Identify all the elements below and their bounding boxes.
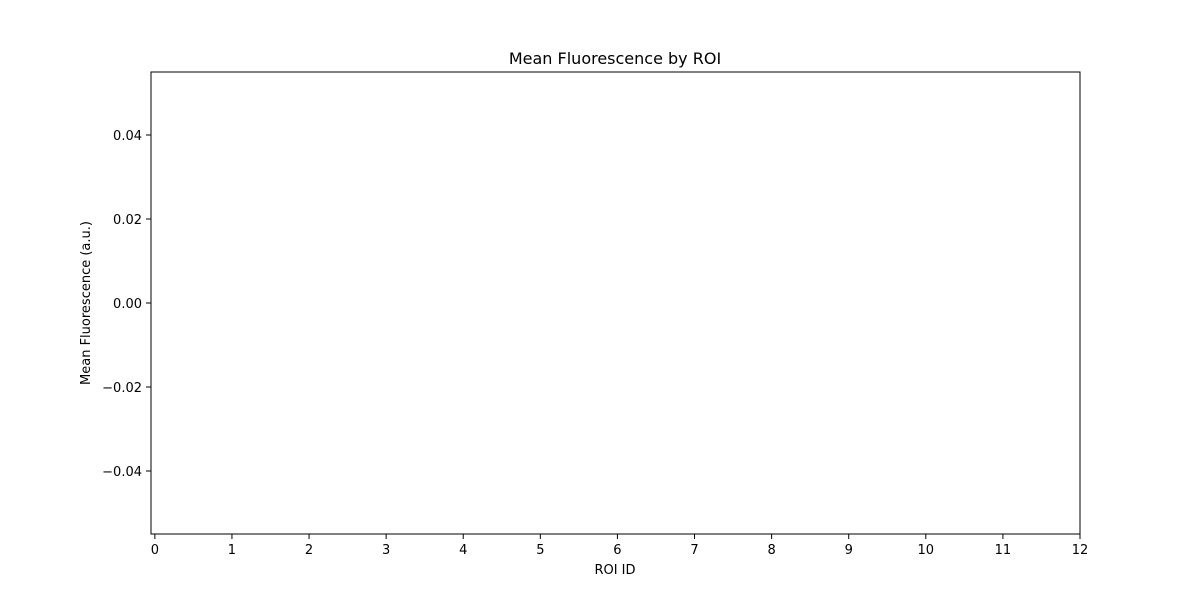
x-tick-label: 0 bbox=[151, 543, 159, 558]
x-tick-label: 1 bbox=[228, 543, 236, 558]
y-tick-label: −0.02 bbox=[102, 381, 142, 396]
y-tick-label: 0.00 bbox=[113, 297, 142, 312]
y-tick-label: −0.04 bbox=[102, 465, 142, 480]
x-tick-label: 12 bbox=[1072, 543, 1089, 558]
y-axis-ticks: −0.04 −0.02 0.00 0.02 0.04 bbox=[102, 129, 151, 480]
y-tick-label: 0.04 bbox=[113, 129, 142, 144]
x-tick-label: 2 bbox=[305, 543, 313, 558]
x-axis-label: ROI ID bbox=[594, 563, 635, 578]
y-tick-label: 0.02 bbox=[113, 213, 142, 228]
y-axis-label: Mean Fluorescence (a.u.) bbox=[79, 221, 94, 385]
x-tick-label: 8 bbox=[767, 543, 775, 558]
x-tick-label: 3 bbox=[382, 543, 390, 558]
x-tick-label: 11 bbox=[995, 543, 1012, 558]
x-axis-ticks: 0 1 2 3 4 5 6 7 8 9 10 11 12 bbox=[151, 534, 1089, 558]
x-tick-label: 9 bbox=[845, 543, 853, 558]
chart-title: Mean Fluorescence by ROI bbox=[509, 49, 721, 68]
x-tick-label: 5 bbox=[536, 543, 544, 558]
x-tick-label: 6 bbox=[613, 543, 621, 558]
x-tick-label: 10 bbox=[918, 543, 935, 558]
x-tick-label: 4 bbox=[459, 543, 467, 558]
plot-area-frame bbox=[150, 71, 1081, 535]
x-tick-label: 7 bbox=[690, 543, 698, 558]
